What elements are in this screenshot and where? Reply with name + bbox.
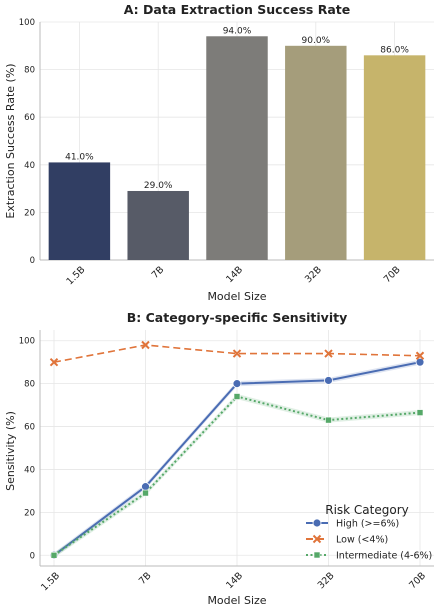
panel-b-xtick-label: 70B (407, 570, 428, 591)
bar-7b (127, 190, 189, 260)
legend-intermediate-label: Intermediate (4-6%) (336, 551, 432, 562)
panel-b-xlabel: Model Size (207, 594, 266, 607)
panel-a-ytick-label: 80 (24, 66, 35, 76)
bar-32b (285, 45, 347, 260)
series-intermediate-point (50, 551, 58, 559)
series-high-point (324, 376, 333, 385)
bar-data-label: 29.0% (144, 181, 173, 191)
panel-a-xlabel: Model Size (207, 290, 266, 303)
bar-70b (363, 55, 426, 260)
panel-a-bar-chart: A: Data Extraction Success Rate Extracti… (4, 2, 434, 303)
panel-b-ytick-label: 60 (24, 423, 35, 433)
series-high-point (232, 379, 242, 389)
panel-b-xtick-label: 7B (137, 570, 154, 587)
bar-1-5b (48, 162, 111, 260)
panel-b-ytick-label: 0 (30, 551, 35, 561)
panel-a-marks: 41.0% 29.0% 94.0% 90.0% 86.0% (48, 26, 426, 260)
series-low (49, 340, 425, 367)
bar-data-label: 90.0% (302, 36, 331, 46)
bar-data-label: 41.0% (65, 152, 94, 162)
series-intermediate-point (142, 489, 149, 497)
panel-a-xtick-label: 1.5B (64, 264, 87, 287)
panel-b-line-chart: B: Category-specific Sensitivity Sensiti… (4, 310, 434, 607)
panel-b-title: B: Category-specific Sensitivity (127, 310, 347, 325)
series-low-point (49, 357, 59, 367)
legend-low-label: Low (<4%) (336, 535, 388, 546)
panel-b-xtick-label: 1.5B (39, 570, 62, 593)
panel-a-xtick-label: 32B (303, 264, 324, 285)
panel-b-xtick-label: 14B (224, 570, 245, 591)
panel-b-ytick-label: 20 (24, 508, 35, 518)
panel-b-ytick-label: 80 (24, 380, 35, 390)
panel-b-legend: Risk Category High (>=6%) Low (<4%) Interm… (306, 503, 432, 562)
legend-high-marker (312, 518, 322, 528)
panel-b-ylabel: Sensitivity (%) (4, 411, 17, 491)
legend-intermediate-marker (313, 551, 321, 559)
panel-a-xtick-label: 7B (150, 264, 167, 281)
series-low-point (141, 340, 150, 350)
panel-a-title: A: Data Extraction Success Rate (124, 2, 350, 17)
series-intermediate-point (416, 409, 424, 416)
series-high-point (415, 357, 425, 367)
legend-title: Risk Category (325, 503, 409, 517)
panel-b-marks (49, 340, 425, 560)
panel-b-xtick-label: 32B (316, 570, 337, 591)
series-intermediate (50, 393, 424, 559)
panel-a-xtick-label: 70B (382, 264, 403, 285)
series-low-point (415, 351, 425, 360)
panel-a-ylabel: Extraction Success Rate (%) (4, 63, 17, 218)
series-intermediate-point (233, 393, 241, 400)
panel-a-xtick-label: 14B (224, 264, 245, 285)
legend-low-marker (312, 534, 322, 544)
panel-a-ytick-label: 20 (24, 208, 35, 218)
panel-b-ytick-label: 100 (19, 337, 35, 347)
panel-a-ytick-label: 100 (19, 18, 35, 28)
bar-14b (206, 36, 268, 260)
series-low-point (232, 349, 242, 358)
series-intermediate-point (325, 416, 332, 424)
panel-b-grid (39, 330, 434, 567)
panel-a-ytick-label: 0 (30, 256, 35, 266)
bar-data-label: 94.0% (223, 26, 252, 36)
bar-data-label: 86.0% (380, 45, 409, 55)
panel-b-ytick-label: 40 (24, 465, 35, 475)
series-low-point (324, 349, 333, 358)
panel-a-ytick-label: 60 (24, 113, 35, 123)
panel-a-ytick-label: 40 (24, 161, 35, 171)
legend-high-label: High (>=6%) (336, 519, 399, 530)
